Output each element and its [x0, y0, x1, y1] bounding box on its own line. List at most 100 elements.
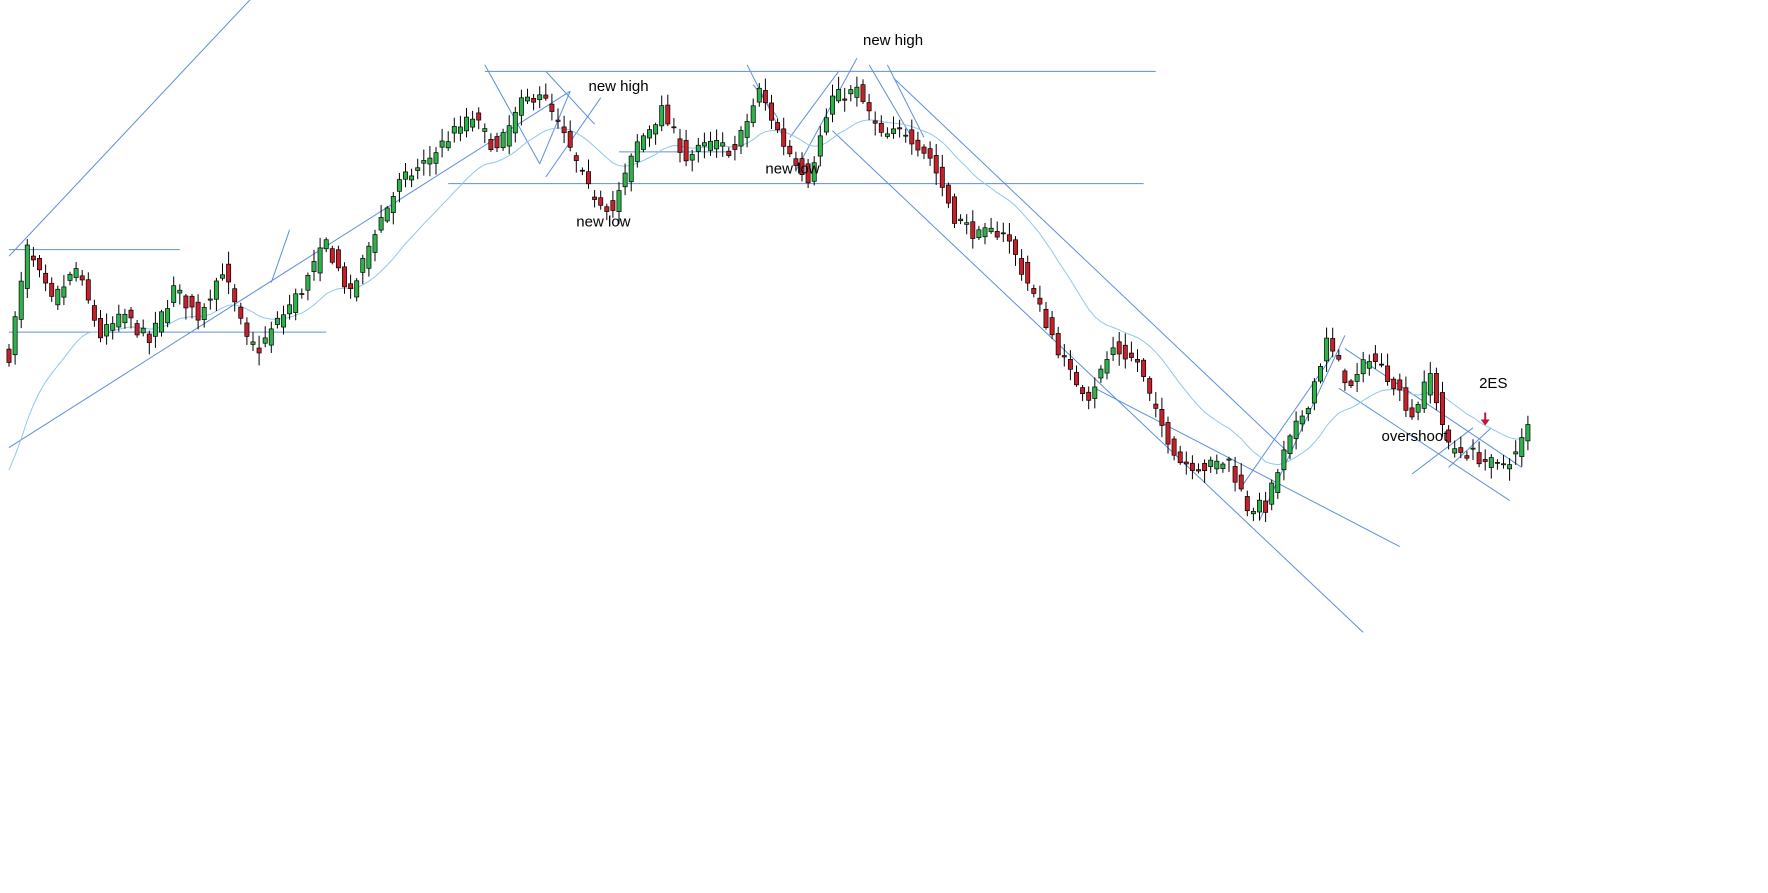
candle-body-up [1318, 366, 1323, 382]
candle [201, 303, 207, 328]
candle [677, 128, 683, 163]
candle [915, 131, 921, 157]
candle [24, 239, 30, 299]
candle [897, 119, 903, 138]
candle-body-down [567, 131, 573, 148]
candle-body-down [872, 120, 878, 124]
candle [1208, 456, 1214, 473]
candle [732, 135, 738, 161]
trendline [8, 90, 571, 449]
candle-body-down [1147, 378, 1153, 394]
trendline [545, 71, 595, 125]
candle [1311, 378, 1317, 411]
candle [793, 151, 799, 172]
candle [836, 76, 842, 104]
candle [909, 119, 915, 155]
candle-body-down [30, 255, 36, 261]
candle-body-up [152, 322, 158, 337]
candle-body-down [244, 322, 250, 337]
candle-body-down [531, 98, 537, 103]
candle [220, 263, 225, 281]
candle [232, 284, 238, 312]
candle [842, 87, 848, 112]
candle-body-up [360, 257, 366, 273]
candle-body-up [403, 171, 408, 180]
candle-body-down [933, 155, 939, 174]
candle-body-up [18, 280, 24, 320]
candle-body-down [1013, 239, 1018, 255]
annotations: new high new low new high new low 2ES ov… [576, 32, 1507, 445]
annotation-new-low-1: new low [576, 214, 630, 231]
candle [1013, 236, 1018, 266]
candle [470, 110, 476, 132]
candle [683, 129, 689, 167]
candle [329, 245, 335, 265]
candle [49, 277, 55, 302]
candle-body-down [555, 119, 561, 122]
candle-body-up [1488, 457, 1494, 468]
candle-body-up [659, 105, 665, 127]
candle-body-up [720, 142, 726, 147]
candle-body-down [598, 197, 604, 206]
candle [1470, 439, 1476, 460]
candle [817, 125, 823, 167]
candle [464, 107, 469, 138]
candle-body-up [451, 126, 457, 134]
candle-body-up [366, 245, 372, 269]
candle [256, 335, 262, 366]
candle-body-up [116, 313, 122, 328]
candle-body-up [640, 135, 646, 150]
candle [238, 302, 244, 325]
candle [579, 167, 585, 176]
candle-body-up [384, 207, 390, 222]
candle-body-up [525, 96, 530, 102]
candle [769, 94, 774, 129]
candle-body-down [43, 272, 49, 284]
candle-body-down [1159, 409, 1165, 426]
candle [104, 313, 110, 345]
candle-body-down [1031, 288, 1037, 294]
candle-body-up [1360, 359, 1366, 375]
candle [512, 106, 518, 143]
candle-body-down [1372, 353, 1378, 362]
candle-body-down [781, 128, 787, 147]
candle-body-down [488, 139, 494, 150]
candle-body-up [988, 227, 994, 233]
candle [457, 115, 463, 142]
candle [878, 115, 884, 137]
candle-body-up [1299, 415, 1305, 425]
candle [1287, 433, 1293, 460]
annotation-new-low-2: new low [765, 161, 819, 178]
candle [610, 190, 616, 218]
candle-body-down [1482, 459, 1488, 462]
candle [1379, 353, 1384, 368]
candle [1403, 376, 1409, 417]
candle-body-down [1171, 438, 1177, 456]
candle [866, 94, 872, 121]
candle-body-down [769, 102, 774, 121]
candle [226, 251, 232, 295]
candle [1397, 373, 1403, 402]
candle-body-up [738, 130, 744, 147]
candle-body-down [183, 295, 189, 309]
candle-body-down [793, 158, 799, 166]
candle [12, 311, 18, 365]
candle [970, 210, 976, 249]
candle-body-down [592, 196, 598, 200]
candle-body-up [756, 87, 762, 103]
candle [134, 319, 140, 338]
candle-body-up [537, 94, 543, 100]
candle-body-down [1025, 262, 1031, 284]
candle [1019, 249, 1025, 281]
candle-body-down [683, 140, 689, 162]
candle-body-up [1208, 459, 1214, 467]
candle-body-down [1165, 422, 1171, 445]
candle [98, 309, 103, 343]
candle-body-down [1342, 370, 1348, 384]
candle-body-down [1476, 452, 1482, 465]
candle-body-down [561, 126, 567, 134]
candle-body-up [512, 111, 518, 134]
candle-body-up [73, 268, 79, 278]
candle-body-up [207, 298, 213, 301]
candle-body-down [1263, 500, 1269, 513]
